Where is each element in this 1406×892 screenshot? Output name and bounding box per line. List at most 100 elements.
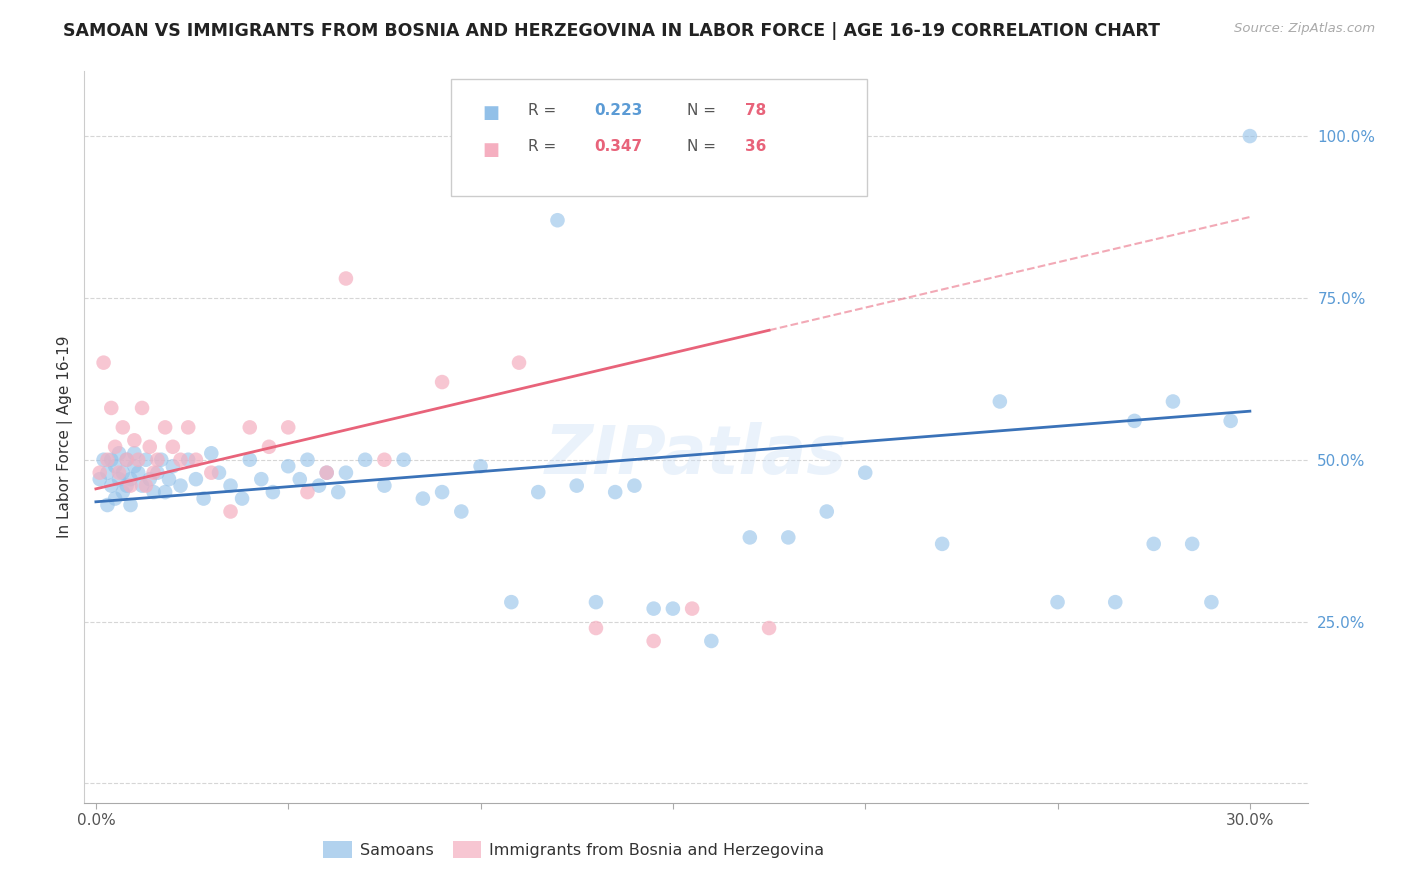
Samoans (373, 478, 395, 492)
Immigrants from Bosnia and Herzegovina (373, 452, 395, 467)
Samoans (1219, 414, 1241, 428)
Immigrants from Bosnia and Herzegovina (219, 504, 242, 518)
Samoans (108, 472, 131, 486)
Samoans (169, 478, 191, 492)
Samoans (184, 472, 207, 486)
Samoans (354, 452, 377, 467)
Immigrants from Bosnia and Herzegovina (127, 452, 149, 467)
Text: Source: ZipAtlas.com: Source: ZipAtlas.com (1234, 22, 1375, 36)
Samoans (643, 601, 665, 615)
Immigrants from Bosnia and Herzegovina (643, 634, 665, 648)
Immigrants from Bosnia and Herzegovina (135, 478, 157, 492)
Samoans (277, 459, 299, 474)
Samoans (700, 634, 723, 648)
Samoans (93, 452, 115, 467)
Immigrants from Bosnia and Herzegovina (131, 401, 153, 415)
Samoans (177, 452, 200, 467)
Immigrants from Bosnia and Herzegovina (277, 420, 299, 434)
Samoans (193, 491, 215, 506)
Immigrants from Bosnia and Herzegovina (239, 420, 262, 434)
Immigrants from Bosnia and Herzegovina (100, 401, 122, 415)
Samoans (565, 478, 588, 492)
Samoans (100, 452, 122, 467)
Y-axis label: In Labor Force | Age 16-19: In Labor Force | Age 16-19 (58, 335, 73, 539)
Samoans (153, 485, 176, 500)
Samoans (430, 485, 453, 500)
Samoans (124, 459, 146, 474)
Samoans (108, 446, 131, 460)
Immigrants from Bosnia and Herzegovina (139, 440, 162, 454)
Immigrants from Bosnia and Herzegovina (153, 420, 176, 434)
Samoans (470, 459, 492, 474)
Samoans (585, 595, 607, 609)
Samoans (111, 466, 134, 480)
Text: 0.347: 0.347 (595, 139, 643, 154)
Immigrants from Bosnia and Herzegovina (146, 452, 169, 467)
Immigrants from Bosnia and Herzegovina (162, 440, 184, 454)
Samoans (501, 595, 523, 609)
Samoans (157, 472, 180, 486)
Samoans (208, 466, 231, 480)
Immigrants from Bosnia and Herzegovina (681, 601, 703, 615)
Immigrants from Bosnia and Herzegovina (200, 466, 222, 480)
Samoans (1104, 595, 1126, 609)
Samoans (124, 446, 146, 460)
Samoans (139, 472, 162, 486)
Text: ■: ■ (482, 104, 499, 122)
Immigrants from Bosnia and Herzegovina (96, 452, 118, 467)
Samoans (115, 452, 138, 467)
Text: N =: N = (688, 103, 721, 118)
Samoans (1143, 537, 1166, 551)
Samoans (662, 601, 685, 615)
Samoans (1201, 595, 1223, 609)
Samoans (239, 452, 262, 467)
Samoans (100, 478, 122, 492)
Samoans (623, 478, 645, 492)
Samoans (131, 478, 153, 492)
Samoans (96, 498, 118, 512)
Samoans (1239, 129, 1261, 144)
Immigrants from Bosnia and Herzegovina (111, 420, 134, 434)
Samoans (308, 478, 330, 492)
Immigrants from Bosnia and Herzegovina (184, 452, 207, 467)
Samoans (335, 466, 357, 480)
Samoans (853, 466, 876, 480)
Samoans (120, 472, 142, 486)
Samoans (450, 504, 472, 518)
Immigrants from Bosnia and Herzegovina (104, 440, 127, 454)
Samoans (297, 452, 319, 467)
Samoans (89, 472, 111, 486)
Samoans (150, 452, 173, 467)
Text: SAMOAN VS IMMIGRANTS FROM BOSNIA AND HERZEGOVINA IN LABOR FORCE | AGE 16-19 CORR: SAMOAN VS IMMIGRANTS FROM BOSNIA AND HER… (63, 22, 1160, 40)
Samoans (815, 504, 838, 518)
Samoans (1123, 414, 1146, 428)
Samoans (142, 485, 165, 500)
Samoans (135, 452, 157, 467)
Samoans (262, 485, 284, 500)
Samoans (988, 394, 1011, 409)
Samoans (250, 472, 273, 486)
Immigrants from Bosnia and Herzegovina (169, 452, 191, 467)
Immigrants from Bosnia and Herzegovina (585, 621, 607, 635)
Samoans (412, 491, 434, 506)
Immigrants from Bosnia and Herzegovina (297, 485, 319, 500)
Samoans (146, 466, 169, 480)
Samoans (127, 466, 149, 480)
Samoans (104, 491, 127, 506)
Immigrants from Bosnia and Herzegovina (89, 466, 111, 480)
Samoans (162, 459, 184, 474)
Samoans (219, 478, 242, 492)
Text: 78: 78 (745, 103, 766, 118)
Text: ZIPatlas: ZIPatlas (546, 423, 846, 488)
Samoans (96, 466, 118, 480)
Samoans (1161, 394, 1184, 409)
Text: R =: R = (529, 139, 561, 154)
Samoans (738, 530, 761, 544)
Samoans (931, 537, 953, 551)
Immigrants from Bosnia and Herzegovina (142, 466, 165, 480)
Samoans (120, 498, 142, 512)
Immigrants from Bosnia and Herzegovina (335, 271, 357, 285)
Text: ■: ■ (482, 141, 499, 159)
Samoans (605, 485, 627, 500)
Samoans (547, 213, 569, 227)
